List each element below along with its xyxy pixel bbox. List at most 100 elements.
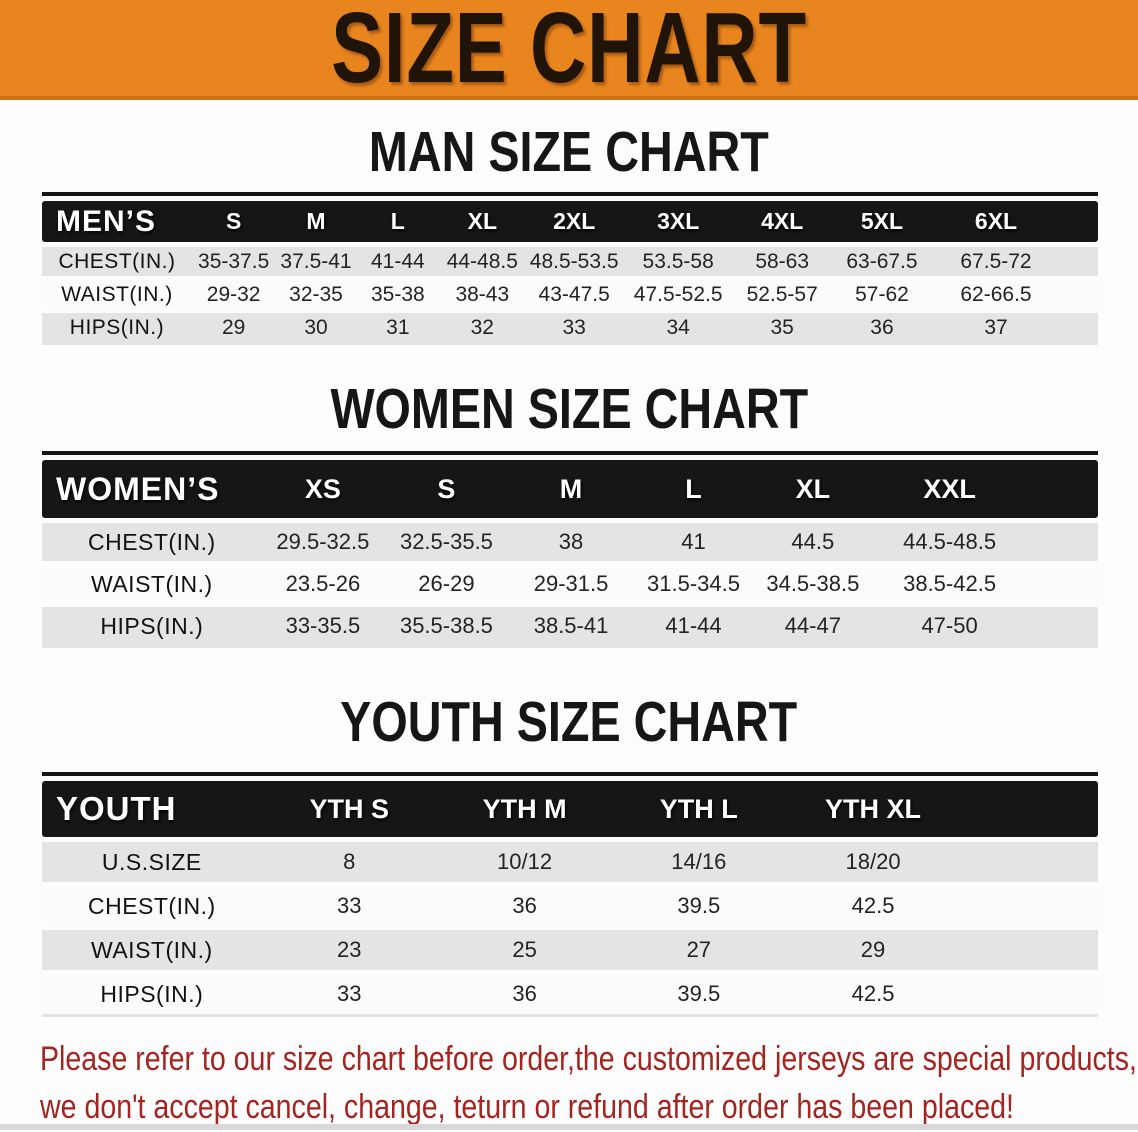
size-value: 44-48.5: [439, 242, 526, 276]
size-value: 37.5-41: [275, 242, 357, 276]
youth-table-label: YOUTH: [42, 781, 262, 837]
size-value: 44.5-48.5: [871, 518, 1028, 561]
size-value: 52.5-57: [733, 276, 831, 309]
size-col-header: S: [191, 201, 276, 242]
size-value: 36: [436, 882, 613, 926]
size-col-header: YTH L: [612, 781, 786, 837]
size-value: 33: [525, 309, 623, 342]
size-value: 30: [275, 309, 357, 342]
row-label: U.S.SIZE: [42, 837, 262, 882]
spacer-cell: [1058, 276, 1098, 309]
size-value: 18/20: [785, 837, 961, 882]
size-col-header: S: [384, 460, 509, 518]
size-value: 48.5-53.5: [525, 242, 623, 276]
size-value: 23: [261, 926, 437, 970]
mens-table-label: MEN’S: [42, 201, 192, 242]
spacer-cell: [960, 882, 1098, 926]
size-col-header: XXL: [871, 460, 1028, 518]
size-col-header: 3XL: [622, 201, 734, 242]
row-label: HIPS(IN.): [42, 309, 192, 342]
size-value: 36: [436, 970, 613, 1014]
mens-size-table-wrap: MEN’S S M L XL 2XL 3XL 4XL 5XL 6XL CHEST…: [42, 192, 1098, 345]
size-value: 10/12: [436, 837, 613, 882]
size-value: 35: [733, 309, 831, 342]
size-value: 67.5-72: [933, 242, 1059, 276]
table-row: WAIST(IN.) 23.5-26 26-29 29-31.5 31.5-34…: [42, 561, 1098, 603]
size-value: 47-50: [871, 603, 1028, 645]
table-row: WAIST(IN.) 29-32 32-35 35-38 38-43 43-47…: [42, 276, 1098, 309]
size-value: 42.5: [785, 970, 961, 1014]
size-value: 62-66.5: [933, 276, 1059, 309]
size-value: 38.5-41: [508, 603, 634, 645]
size-col-header: YTH XL: [785, 781, 961, 837]
size-col-header: M: [275, 201, 357, 242]
size-col-header: YTH S: [261, 781, 437, 837]
size-value: 37: [933, 309, 1059, 342]
disclaimer: Please refer to our size chart before or…: [40, 1035, 1138, 1131]
size-col-header: XL: [439, 201, 526, 242]
disclaimer-line-1: Please refer to our size chart before or…: [40, 1040, 1137, 1078]
size-value: 35-37.5: [191, 242, 276, 276]
size-value: 41: [633, 518, 754, 561]
size-value: 34.5-38.5: [753, 561, 872, 603]
size-value: 63-67.5: [830, 242, 934, 276]
size-value: 57-62: [830, 276, 934, 309]
size-value: 23.5-26: [261, 561, 385, 603]
size-col-header: L: [356, 201, 440, 242]
womens-size-table-wrap: WOMEN’S XS S M L XL XXL CHEST(IN.) 29.5-…: [42, 451, 1098, 648]
size-col-header: 6XL: [933, 201, 1059, 242]
womens-table-label: WOMEN’S: [42, 460, 262, 518]
spacer-cell: [1027, 460, 1098, 518]
women-section-title: WOMEN SIZE CHART: [0, 381, 1138, 438]
size-value: 53.5-58: [622, 242, 734, 276]
men-section-title: MAN SIZE CHART: [0, 124, 1138, 181]
disclaimer-line-2: we don't accept cancel, change, teturn o…: [40, 1088, 1014, 1126]
size-value: 33: [261, 970, 437, 1014]
womens-header-row: WOMEN’S XS S M L XL XXL: [42, 460, 1098, 518]
size-value: 29.5-32.5: [261, 518, 385, 561]
spacer-cell: [1027, 561, 1098, 603]
row-label: WAIST(IN.): [42, 276, 192, 309]
spacer-cell: [960, 970, 1098, 1014]
table-row: HIPS(IN.) 33-35.5 35.5-38.5 38.5-41 41-4…: [42, 603, 1098, 645]
spacer-cell: [1027, 603, 1098, 645]
size-value: 41-44: [356, 242, 440, 276]
spacer-cell: [1027, 518, 1098, 561]
size-col-header: YTH M: [436, 781, 613, 837]
table-row: U.S.SIZE 8 10/12 14/16 18/20: [42, 837, 1098, 882]
size-value: 35.5-38.5: [384, 603, 509, 645]
size-col-header: 4XL: [733, 201, 831, 242]
size-value: 31.5-34.5: [633, 561, 754, 603]
row-label: CHEST(IN.): [42, 882, 262, 926]
size-col-header: L: [633, 460, 754, 518]
size-col-header: 2XL: [525, 201, 623, 242]
size-col-header: M: [508, 460, 634, 518]
size-value: 29: [191, 309, 276, 342]
table-row: HIPS(IN.) 29 30 31 32 33 34 35 36 37: [42, 309, 1098, 342]
size-value: 43-47.5: [525, 276, 623, 309]
row-label: CHEST(IN.): [42, 518, 262, 561]
size-value: 33-35.5: [261, 603, 385, 645]
size-value: 41-44: [633, 603, 754, 645]
size-value: 32: [439, 309, 526, 342]
row-label: HIPS(IN.): [42, 603, 262, 645]
size-value: 36: [830, 309, 934, 342]
size-value: 14/16: [612, 837, 786, 882]
youth-size-table: YOUTH YTH S YTH M YTH L YTH XL U.S.SIZE …: [42, 781, 1098, 1017]
size-value: 39.5: [612, 882, 786, 926]
youth-section-title-text: YOUTH SIZE CHART: [340, 690, 798, 754]
size-value: 27: [612, 926, 786, 970]
size-value: 38: [508, 518, 634, 561]
mens-size-table: MEN’S S M L XL 2XL 3XL 4XL 5XL 6XL CHEST…: [42, 201, 1098, 345]
mens-header-row: MEN’S S M L XL 2XL 3XL 4XL 5XL 6XL: [42, 201, 1098, 242]
spacer-cell: [960, 781, 1098, 837]
spacer-cell: [1058, 242, 1098, 276]
banner-title: SIZE CHART: [331, 0, 807, 104]
size-value: 47.5-52.5: [622, 276, 734, 309]
size-value: 38.5-42.5: [871, 561, 1028, 603]
size-value: 44-47: [753, 603, 872, 645]
size-value: 29: [785, 926, 961, 970]
spacer-cell: [1058, 201, 1098, 242]
size-value: 8: [261, 837, 437, 882]
size-value: 38-43: [439, 276, 526, 309]
